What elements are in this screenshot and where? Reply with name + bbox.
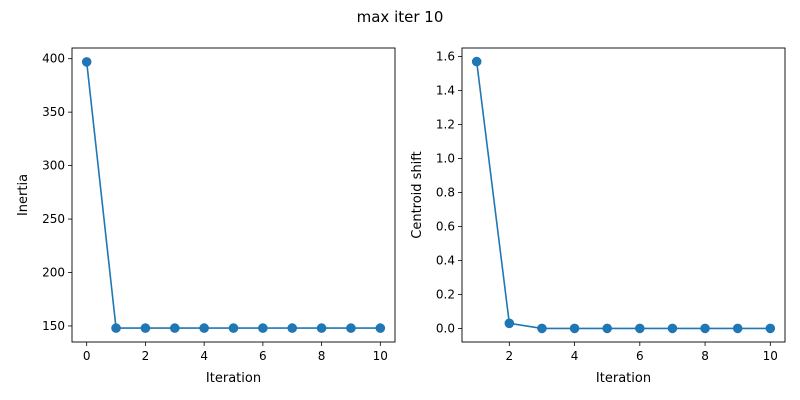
centroid-shift-y-tick-label: 0.2 xyxy=(436,287,455,301)
inertia-data-point xyxy=(81,57,92,67)
centroid-shift-y-tick-label: 0.6 xyxy=(436,219,455,233)
inertia-y-tick-label: 400 xyxy=(42,52,65,66)
centroid-shift-x-tick-label: 2 xyxy=(505,349,513,363)
centroid-shift-x-tick-label: 4 xyxy=(571,349,579,363)
centroid-shift-x-tick-label: 8 xyxy=(701,349,709,363)
inertia-y-tick-label: 300 xyxy=(42,159,65,173)
figure-suptitle: max iter 10 xyxy=(357,8,444,26)
inertia-data-point xyxy=(169,323,180,333)
centroid-shift-y-tick-label: 0.8 xyxy=(436,185,455,199)
inertia-data-point xyxy=(375,323,386,333)
inertia-x-tick-label: 2 xyxy=(142,349,150,363)
inertia-data-point xyxy=(346,323,356,333)
inertia-x-tick-label: 4 xyxy=(200,349,208,363)
inertia-x-tick-label: 8 xyxy=(318,349,326,363)
inertia-x-tick-label: 6 xyxy=(259,349,267,363)
inertia-y-tick-label: 350 xyxy=(42,105,65,119)
inertia-data-point xyxy=(140,323,151,333)
centroid-shift-y-tick-label: 1.0 xyxy=(436,151,455,165)
centroid-shift-data-point xyxy=(504,318,515,329)
centroid-shift-y-tick-label: 1.4 xyxy=(436,83,455,97)
centroid-shift-data-point xyxy=(700,323,710,334)
inertia-data-point xyxy=(228,323,239,333)
inertia-y-tick-label: 250 xyxy=(42,212,65,226)
centroid-shift-data-point xyxy=(667,323,678,334)
centroid-shift-y-tick-label: 1.2 xyxy=(436,117,455,131)
centroid-shift-data-point xyxy=(602,323,612,334)
inertia-y-axis-label: Inertia xyxy=(16,174,31,216)
inertia-x-tick-label: 0 xyxy=(83,349,91,363)
centroid-shift-y-tick-label: 0.0 xyxy=(436,321,455,335)
centroid-shift-data-point xyxy=(471,56,482,67)
inertia-data-point xyxy=(287,323,298,333)
centroid-shift-data-point xyxy=(537,323,547,334)
centroid-shift-y-axis-label: Centroid shift xyxy=(410,151,425,239)
inertia-x-axis-label: Iteration xyxy=(206,371,261,386)
centroid-shift-plot: 2 4 6 8 10 0.0 0.2 0.4 0.6 0.8 1.0 1.2 1.4 1.6 Iterati… xyxy=(410,47,786,386)
inertia-data-point xyxy=(111,323,121,333)
centroid-shift-data-point xyxy=(765,323,776,334)
centroid-shift-series-line xyxy=(475,61,771,330)
inertia-data-point xyxy=(316,323,327,333)
inertia-data-point xyxy=(258,323,268,333)
centroid-shift-data-point xyxy=(635,323,645,334)
inertia-y-tick-label: 200 xyxy=(42,266,65,280)
inertia-x-tick-label: 10 xyxy=(373,349,388,363)
centroid-shift-data-point xyxy=(569,323,580,334)
centroid-shift-y-tick-label: 1.6 xyxy=(436,49,455,63)
inertia-data-point xyxy=(199,323,209,333)
inertia-plot: 0 2 4 6 8 10 150 200 250 300 350 400 Iteration Inerti… xyxy=(16,47,396,386)
centroid-shift-y-tick-label: 0.4 xyxy=(436,253,455,267)
centroid-shift-data-point xyxy=(732,323,743,334)
centroid-shift-x-axis-label: Iteration xyxy=(596,371,651,386)
inertia-y-tick-label: 150 xyxy=(42,319,65,333)
centroid-shift-x-tick-label: 6 xyxy=(636,349,644,363)
centroid-shift-axes-frame xyxy=(461,47,786,343)
centroid-shift-x-tick-label: 10 xyxy=(763,349,778,363)
inertia-axes-frame xyxy=(71,47,396,343)
